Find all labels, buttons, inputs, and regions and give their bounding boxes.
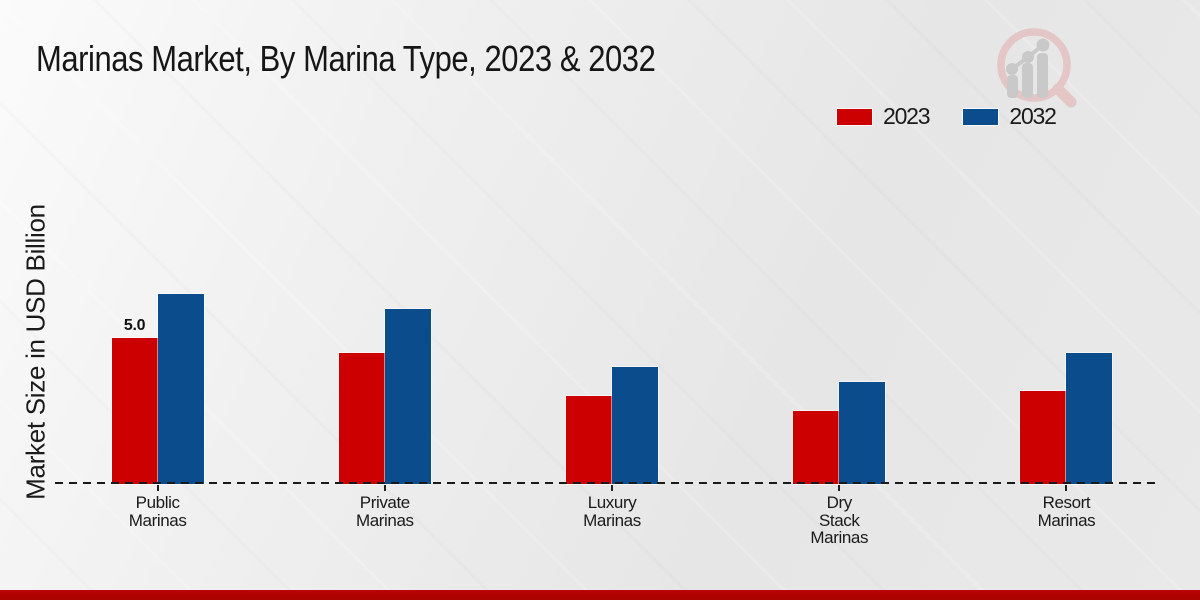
category-label: Luxury Marinas bbox=[478, 494, 745, 529]
logo-bar-icon bbox=[1037, 53, 1048, 98]
category-label-line: Dry bbox=[826, 493, 853, 512]
category-label-line: Stack bbox=[818, 510, 860, 530]
bar-2032-luxury-marinas bbox=[612, 367, 658, 484]
legend-label: 2032 bbox=[1009, 103, 1057, 129]
axis-tick bbox=[838, 485, 841, 491]
bar-group-resort-marinas: Resort Marinas bbox=[953, 199, 1180, 529]
axis-tick bbox=[1065, 485, 1068, 491]
logo-bar-icon bbox=[1007, 75, 1018, 98]
bottom-accent-bar bbox=[0, 590, 1200, 600]
bar-group-dry-stack-marinas: Dry Stack Marinas bbox=[726, 199, 953, 546]
legend-swatch-icon bbox=[963, 108, 999, 125]
legend-item-2023: 2023 bbox=[837, 103, 931, 130]
logo-dot-icon bbox=[1022, 51, 1034, 63]
chart-title: Marinas Market, By Marina Type, 2023 & 2… bbox=[36, 38, 656, 79]
bar-2032-resort-marinas bbox=[1066, 353, 1113, 484]
bar-pair bbox=[1020, 353, 1113, 484]
legend-swatch-icon bbox=[837, 108, 872, 125]
category-label: Private Marinas bbox=[251, 494, 518, 529]
bar-pair bbox=[338, 309, 431, 484]
legend-label: 2023 bbox=[883, 103, 931, 129]
magnifier-icon bbox=[997, 28, 1071, 102]
magnifier-handle-icon bbox=[1052, 83, 1077, 108]
logo-bar-icon bbox=[1022, 63, 1033, 98]
bar-pair bbox=[793, 382, 886, 484]
axis-tick bbox=[156, 485, 159, 491]
bar-pair: 5.0 bbox=[111, 294, 204, 484]
category-label-line: Marinas bbox=[355, 510, 414, 530]
bar-2023-luxury-marinas bbox=[566, 396, 612, 484]
category-label-line: Resort bbox=[1042, 493, 1091, 512]
bar-2032-private-marinas bbox=[384, 309, 431, 484]
plot-area: 5.0 Public Marinas Private Marinas Luxury Mari… bbox=[44, 199, 1180, 546]
legend-item-2032: 2032 bbox=[963, 103, 1057, 130]
category-label-line: Marinas bbox=[1037, 510, 1096, 530]
category-label-line: Public bbox=[135, 493, 180, 512]
category-label: Public Marinas bbox=[24, 494, 291, 529]
bar-2032-public-marinas bbox=[157, 294, 204, 484]
bar-group-private-marinas: Private Marinas bbox=[271, 199, 498, 529]
category-label-line: Marinas bbox=[583, 510, 641, 530]
logo-dot-icon bbox=[1036, 38, 1050, 52]
bar-2023-private-marinas bbox=[338, 353, 385, 484]
category-label-line: Luxury bbox=[587, 493, 637, 512]
category-label: Resort Marinas bbox=[933, 494, 1200, 529]
x-axis-baseline bbox=[55, 482, 1157, 484]
logo-dot-icon bbox=[1006, 63, 1018, 75]
bar-2023-dry-stack-marinas bbox=[793, 411, 840, 484]
brand-logo-watermark bbox=[997, 28, 1077, 108]
category-label-line: Private bbox=[359, 493, 411, 512]
axis-tick bbox=[383, 485, 386, 491]
bar-group-luxury-marinas: Luxury Marinas bbox=[498, 199, 725, 529]
category-label-line: Marinas bbox=[128, 510, 187, 530]
bar-2023-resort-marinas bbox=[1020, 391, 1067, 484]
bar-2032-dry-stack-marinas bbox=[839, 382, 886, 484]
bar-2023-public-marinas: 5.0 bbox=[111, 317, 158, 484]
legend: 2023 2032 bbox=[837, 103, 1057, 130]
category-label: Dry Stack Marinas bbox=[706, 494, 973, 547]
bar-pair bbox=[566, 367, 658, 484]
axis-tick bbox=[611, 485, 613, 491]
bar-value-label: 5.0 bbox=[123, 317, 146, 334]
bar-group-public-marinas: 5.0 Public Marinas bbox=[44, 199, 271, 529]
category-label-line: Marinas bbox=[810, 528, 869, 547]
